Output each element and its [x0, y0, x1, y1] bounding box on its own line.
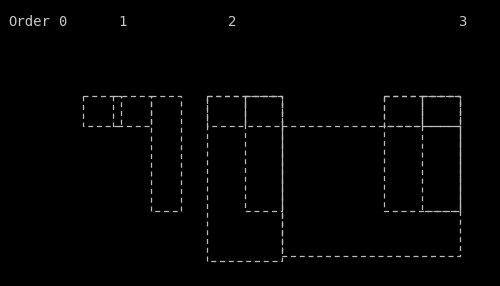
- Text: 3: 3: [458, 15, 466, 29]
- Text: 2: 2: [228, 15, 236, 29]
- Bar: [422, 96, 460, 126]
- Bar: [113, 96, 151, 126]
- Bar: [83, 96, 121, 126]
- Bar: [384, 96, 422, 126]
- Bar: [151, 96, 181, 211]
- Bar: [207, 96, 282, 261]
- Bar: [245, 96, 282, 126]
- Bar: [245, 96, 282, 211]
- Text: 1: 1: [118, 15, 126, 29]
- Bar: [282, 126, 460, 256]
- Bar: [207, 96, 245, 126]
- Text: Order: Order: [8, 15, 50, 29]
- Text: 0: 0: [58, 15, 66, 29]
- Bar: [384, 96, 460, 211]
- Bar: [422, 96, 460, 211]
